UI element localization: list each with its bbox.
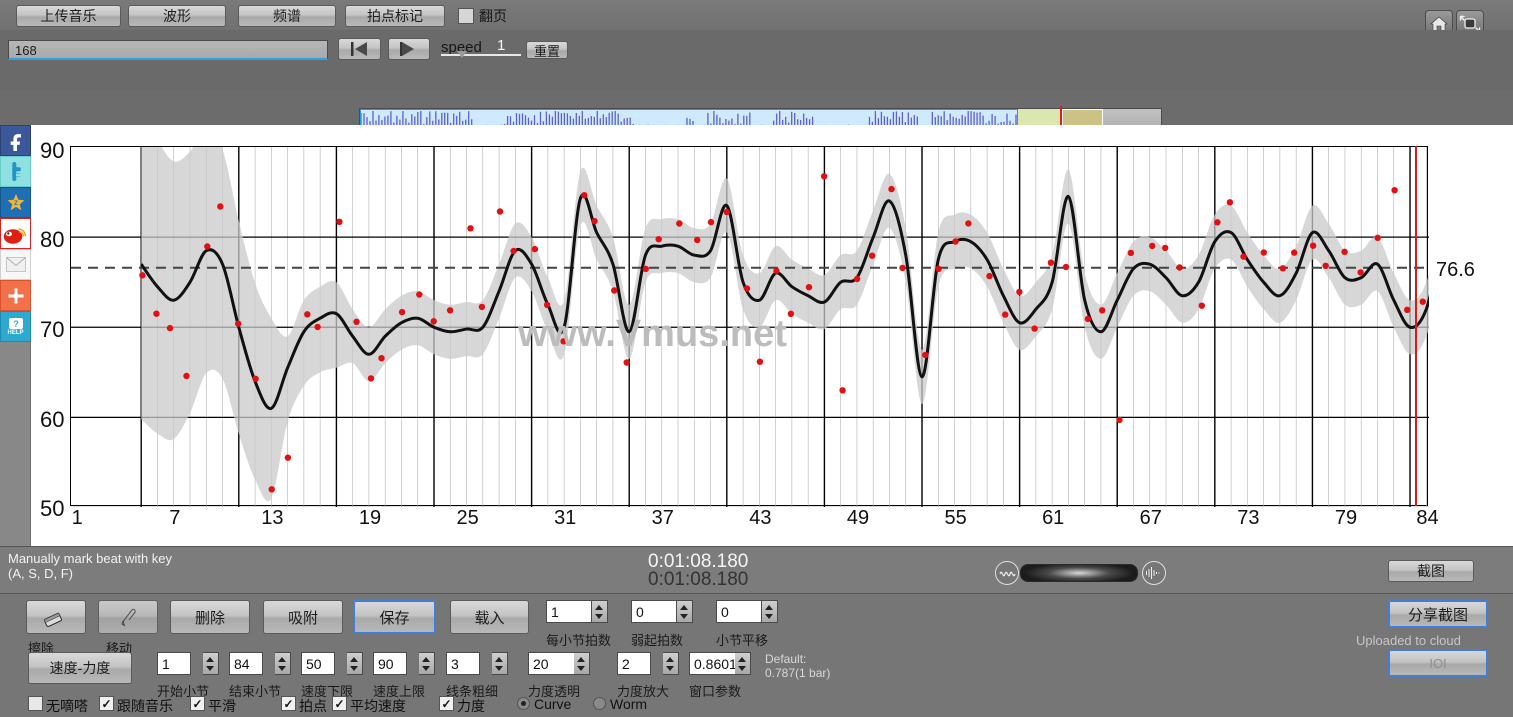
svg-text:?: ? xyxy=(13,319,19,329)
svg-text:Z: Z xyxy=(14,201,18,207)
